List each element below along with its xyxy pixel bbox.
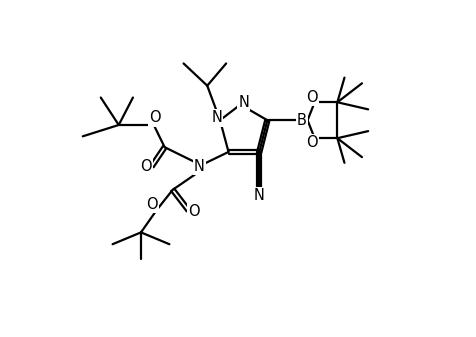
Text: N: N [238, 95, 249, 110]
Text: O: O [188, 204, 200, 219]
Text: N: N [211, 110, 222, 125]
Text: O: O [149, 110, 160, 125]
Text: O: O [307, 135, 318, 150]
Text: B: B [297, 113, 307, 128]
Text: O: O [307, 90, 318, 105]
Text: N: N [254, 188, 265, 204]
Text: O: O [140, 159, 152, 174]
Text: O: O [146, 197, 158, 212]
Text: N: N [194, 159, 205, 174]
